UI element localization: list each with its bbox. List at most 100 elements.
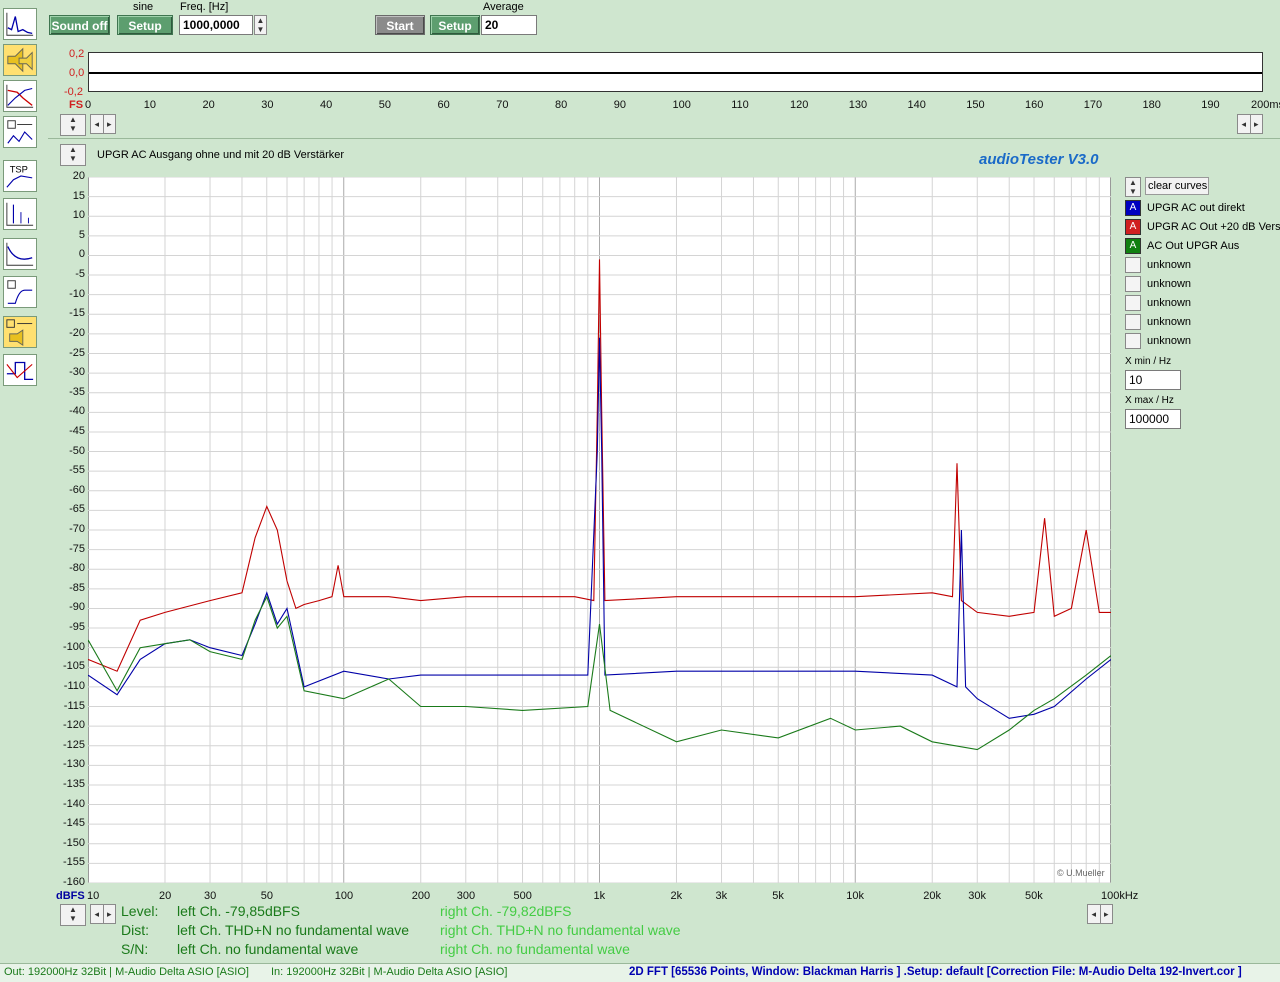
legend-label: UPGR AC Out +20 dB Verst. xyxy=(1147,221,1280,233)
xmax-input[interactable]: 100000 xyxy=(1125,409,1181,429)
fft-x-tick: 5k xyxy=(772,890,784,902)
scope-x-tick: 50 xyxy=(378,99,391,111)
status-in: In: 192000Hz 32Bit | M-Audio Delta ASIO … xyxy=(271,966,508,978)
fft-y-zoom-spinner[interactable]: ▲ ▼ xyxy=(60,144,86,166)
legend-checkbox[interactable] xyxy=(1125,333,1141,349)
status-out: Out: 192000Hz 32Bit | M-Audio Delta ASIO… xyxy=(4,966,249,978)
scope-x-scroll-right[interactable]: ◂ ▸ xyxy=(1237,114,1263,134)
crossover-icon[interactable] xyxy=(3,316,37,348)
frequency-response-icon[interactable] xyxy=(3,80,37,112)
legend-checkbox[interactable]: A xyxy=(1125,200,1141,216)
fft-y-tick: -120 xyxy=(62,719,85,732)
scope-x-tick: 60 xyxy=(437,99,450,111)
scope-x-tick: 90 xyxy=(613,99,626,111)
scope-x-tick: 160 xyxy=(1025,99,1044,111)
fft-y-tick: -50 xyxy=(69,444,85,457)
xmax-label: X max / Hz xyxy=(1125,395,1174,406)
scope-x-tick: 180 xyxy=(1142,99,1161,111)
legend-label: unknown xyxy=(1147,316,1192,328)
scope-x-scroll[interactable]: ◂ ▸ xyxy=(90,114,116,134)
fft-x-tick: 300 xyxy=(456,890,476,902)
fft-x-scroll-right[interactable]: ◂ ▸ xyxy=(1087,904,1113,924)
fft-y-tick: -40 xyxy=(69,405,85,418)
legend-spinner[interactable]: ▲ ▼ xyxy=(1125,177,1141,197)
impedance-icon[interactable] xyxy=(3,116,37,148)
scope-x-tick: 200ms xyxy=(1251,99,1280,111)
tsp-icon[interactable]: TSP xyxy=(3,160,37,192)
speaker-measure-icon[interactable] xyxy=(3,44,37,76)
unit-label: dBFS xyxy=(56,890,85,902)
average-label: Average xyxy=(483,1,524,13)
series-line-2 xyxy=(88,337,1111,719)
fft-x-tick: 20k xyxy=(923,890,941,902)
fft-x-scroll[interactable]: ◂ ▸ xyxy=(90,904,116,924)
left-level: left Ch. -79,85dBFS xyxy=(177,903,300,919)
fft-chart xyxy=(88,177,1111,883)
legend-checkbox[interactable]: A xyxy=(1125,219,1141,235)
fft-x-zoom-spinner[interactable]: ▲ ▼ xyxy=(60,904,86,926)
tsp-label: TSP xyxy=(10,164,28,174)
fft-y-tick: 20 xyxy=(72,170,85,182)
waterfall-icon[interactable] xyxy=(3,198,37,230)
scope-x-tick: 10 xyxy=(143,99,156,111)
sound-off-button[interactable]: Sound off xyxy=(49,15,110,35)
fft-x-tick: 100 xyxy=(334,890,354,902)
fft-y-tick: -115 xyxy=(63,699,85,712)
scope-y-zoom-spinner[interactable]: ▲ ▼ xyxy=(60,114,86,136)
scope-x-tick: 130 xyxy=(848,99,868,111)
legend-checkbox[interactable] xyxy=(1125,276,1141,292)
pane-divider xyxy=(48,138,1280,139)
generator-setup-button[interactable]: Setup xyxy=(117,15,173,35)
fft-view-icon[interactable] xyxy=(3,8,37,40)
status-bar: Out: 192000Hz 32Bit | M-Audio Delta ASIO… xyxy=(0,963,1280,982)
fft-y-tick: -155 xyxy=(62,856,85,869)
fft-y-tick: -90 xyxy=(69,601,85,614)
scope-x-tick: 80 xyxy=(555,99,568,111)
fft-y-tick: -150 xyxy=(62,836,85,849)
xmin-input[interactable]: 10 xyxy=(1125,370,1181,390)
scope-x-tick: 40 xyxy=(320,99,333,111)
fft-y-tick: -140 xyxy=(62,797,85,810)
oscilloscope-trace xyxy=(89,72,1262,74)
fft-y-tick: -145 xyxy=(62,817,85,830)
fft-x-tick: 500 xyxy=(513,890,532,902)
fft-x-tick: 2k xyxy=(670,890,683,902)
start-button[interactable]: Start xyxy=(375,15,425,35)
xmin-label: X min / Hz xyxy=(1125,356,1172,367)
dist-label: Dist: xyxy=(121,922,149,938)
fft-y-tick: -130 xyxy=(62,758,85,771)
phase-icon[interactable] xyxy=(3,238,37,270)
fft-y-tick: 15 xyxy=(72,189,85,202)
legend-checkbox[interactable] xyxy=(1125,257,1141,273)
fft-y-tick: -45 xyxy=(69,424,85,437)
fft-x-tick: 50 xyxy=(260,890,273,902)
clear-curves-button[interactable]: clear curves xyxy=(1145,177,1209,195)
step-response-icon[interactable] xyxy=(3,354,37,386)
fft-y-tick: -10 xyxy=(69,287,85,300)
legend-checkbox[interactable] xyxy=(1125,314,1141,330)
fft-x-tick: 10k xyxy=(846,890,864,902)
fft-y-tick: 5 xyxy=(78,228,85,241)
right-sn: right Ch. no fundamental wave xyxy=(440,941,630,957)
legend-checkbox[interactable]: A xyxy=(1125,238,1141,254)
fft-y-tick: -100 xyxy=(62,640,85,653)
fft-y-tick: -105 xyxy=(62,660,85,673)
fft-x-tick: 30k xyxy=(968,890,987,902)
frequency-input[interactable]: 1000,0000 xyxy=(179,15,253,35)
scope-x-tick: 0 xyxy=(85,99,92,111)
series-line-3 xyxy=(88,595,1111,751)
frequency-label: Freq. [Hz] xyxy=(180,1,229,13)
legend-checkbox[interactable] xyxy=(1125,295,1141,311)
fft-x-tick: 200 xyxy=(411,890,431,902)
average-input[interactable]: 20 xyxy=(481,15,537,35)
fft-x-tick: 30 xyxy=(204,890,217,902)
fft-y-tick: -20 xyxy=(69,326,85,339)
fft-y-tick: -80 xyxy=(69,562,85,575)
oscilloscope-plot xyxy=(88,52,1263,92)
filter-icon[interactable] xyxy=(3,276,37,308)
fft-y-tick: -160 xyxy=(62,876,85,888)
frequency-spinner[interactable]: ▲ ▼ xyxy=(254,15,267,35)
fft-y-tick: -95 xyxy=(69,621,85,634)
analyzer-setup-button[interactable]: Setup xyxy=(430,15,480,35)
fft-y-tick: -15 xyxy=(69,307,85,320)
